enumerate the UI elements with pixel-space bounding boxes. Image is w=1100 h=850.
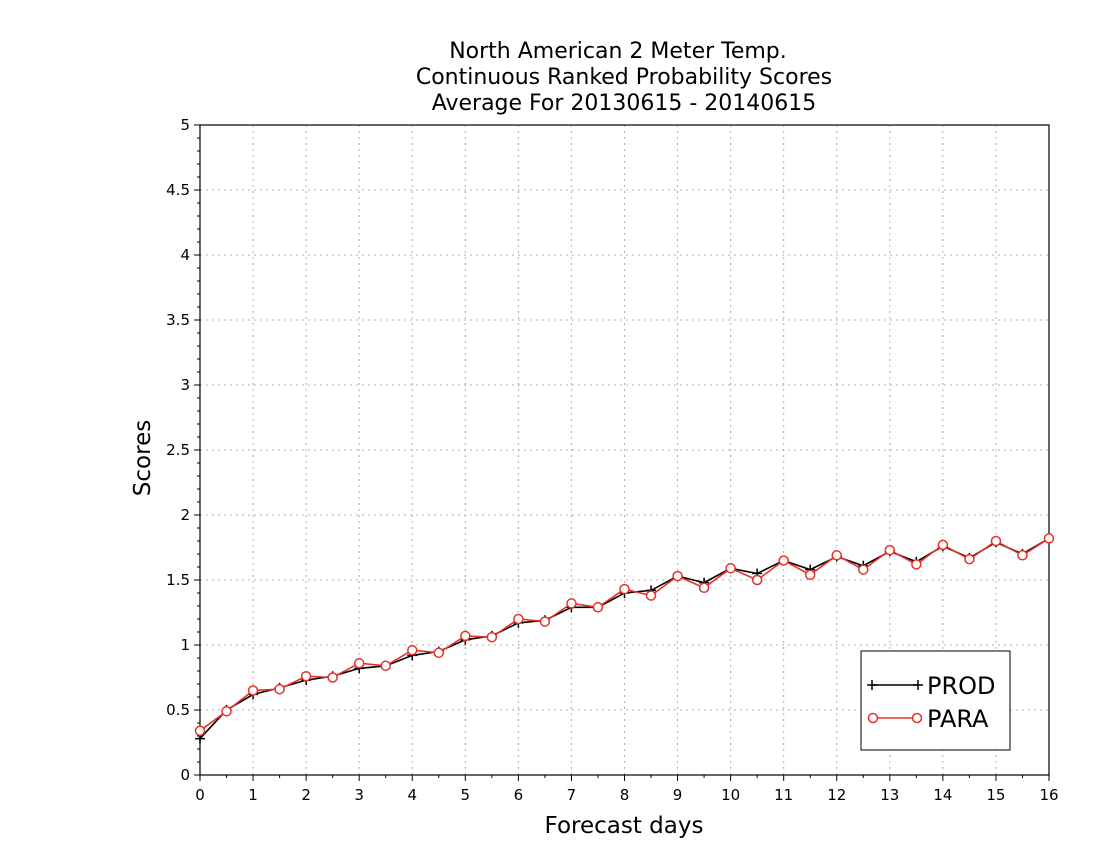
data-point-para — [937, 539, 949, 551]
data-point-para — [698, 582, 710, 594]
series-para — [194, 533, 1055, 737]
data-point-para — [300, 670, 312, 682]
x-tick-label: 16 — [1039, 786, 1058, 804]
data-point-para — [990, 535, 1002, 547]
plot-frame — [199, 124, 1050, 776]
data-point-para — [486, 631, 498, 643]
x-tick-label: 13 — [880, 786, 899, 804]
series-layer — [194, 533, 1055, 744]
data-point-para — [911, 559, 922, 570]
data-point-para — [1017, 550, 1028, 561]
x-axis-label: Forecast days — [545, 813, 704, 839]
y-axis-label: Scores — [130, 420, 156, 496]
y-tick-label: 3 — [180, 376, 190, 394]
legend: PROD PARA — [860, 650, 1011, 751]
legend-marker-prod-left — [867, 680, 877, 690]
data-point-para — [778, 555, 789, 566]
data-point-para — [194, 725, 206, 737]
y-tick-labels: 0 0.5 1 1.5 2 2.5 3 3.5 4 4.5 5 — [166, 116, 190, 784]
x-tick-label: 12 — [827, 786, 846, 804]
data-point-para — [353, 657, 365, 669]
legend-label-para: PARA — [927, 705, 989, 733]
data-point-para — [831, 550, 842, 561]
legend-entry-para: PARA — [867, 705, 989, 733]
x-tick-label: 1 — [248, 786, 258, 804]
x-tick-label: 2 — [301, 786, 311, 804]
legend-marker-para-right — [911, 712, 923, 724]
legend-label-prod: PROD — [927, 672, 996, 700]
y-tick-label: 4 — [180, 246, 190, 264]
legend-marker-prod-right — [913, 680, 923, 690]
x-tick-label: 3 — [354, 786, 364, 804]
y-tick-label: 0.5 — [166, 701, 190, 719]
data-point-para — [327, 672, 338, 683]
x-tick-label: 15 — [986, 786, 1005, 804]
x-tick-label: 10 — [721, 786, 740, 804]
x-tick-label: 4 — [407, 786, 417, 804]
x-tick-label: 8 — [620, 786, 630, 804]
data-point-para — [858, 564, 869, 575]
data-point-para — [619, 583, 630, 595]
y-tick-label: 0 — [180, 766, 190, 784]
title-line-1: North American 2 Meter Temp. — [449, 39, 787, 64]
legend-marker-para-left — [867, 712, 879, 724]
data-point-para — [884, 544, 896, 556]
data-point-para — [804, 569, 816, 581]
data-point-para — [566, 598, 577, 609]
title-line-2: Continuous Ranked Probability Scores — [416, 65, 832, 90]
data-point-para — [221, 706, 232, 717]
data-point-para — [751, 574, 763, 586]
data-point-para — [592, 602, 604, 613]
data-point-para — [539, 616, 551, 627]
data-point-para — [460, 630, 471, 642]
x-tick-label: 6 — [514, 786, 524, 804]
data-point-para — [513, 613, 524, 625]
chart-title: North American 2 Meter Temp. Continuous … — [416, 39, 832, 116]
data-point-para — [964, 553, 975, 565]
x-tick-label: 9 — [673, 786, 683, 804]
y-tick-label: 1 — [180, 636, 190, 654]
x-tick-label: 11 — [774, 786, 793, 804]
x-tick-label: 5 — [461, 786, 471, 804]
x-tick-label: 0 — [195, 786, 205, 804]
data-point-para — [380, 660, 391, 672]
y-tick-label: 1.5 — [166, 571, 190, 589]
y-tick-label: 3.5 — [166, 311, 190, 329]
data-point-para — [672, 570, 683, 582]
legend-box — [860, 650, 1011, 751]
y-tick-label: 2.5 — [166, 441, 190, 459]
x-tick-label: 7 — [567, 786, 577, 804]
data-point-para — [645, 590, 657, 601]
data-point-para — [433, 647, 445, 659]
x-tick-label: 14 — [933, 786, 952, 804]
data-point-para — [1043, 533, 1055, 544]
data-point-para — [725, 563, 736, 574]
legend-entry-prod: PROD — [867, 672, 996, 700]
title-line-3: Average For 20130615 - 20140615 — [432, 91, 817, 116]
y-tick-label: 5 — [180, 116, 190, 134]
y-tick-label: 2 — [180, 506, 190, 524]
data-point-para — [407, 644, 418, 656]
data-point-para — [247, 685, 259, 696]
y-tick-label: 4.5 — [166, 181, 190, 199]
x-tick-labels: 0 1 2 3 4 5 6 7 8 9 10 11 12 13 14 15 16 — [195, 786, 1058, 804]
data-point-para — [274, 683, 285, 695]
